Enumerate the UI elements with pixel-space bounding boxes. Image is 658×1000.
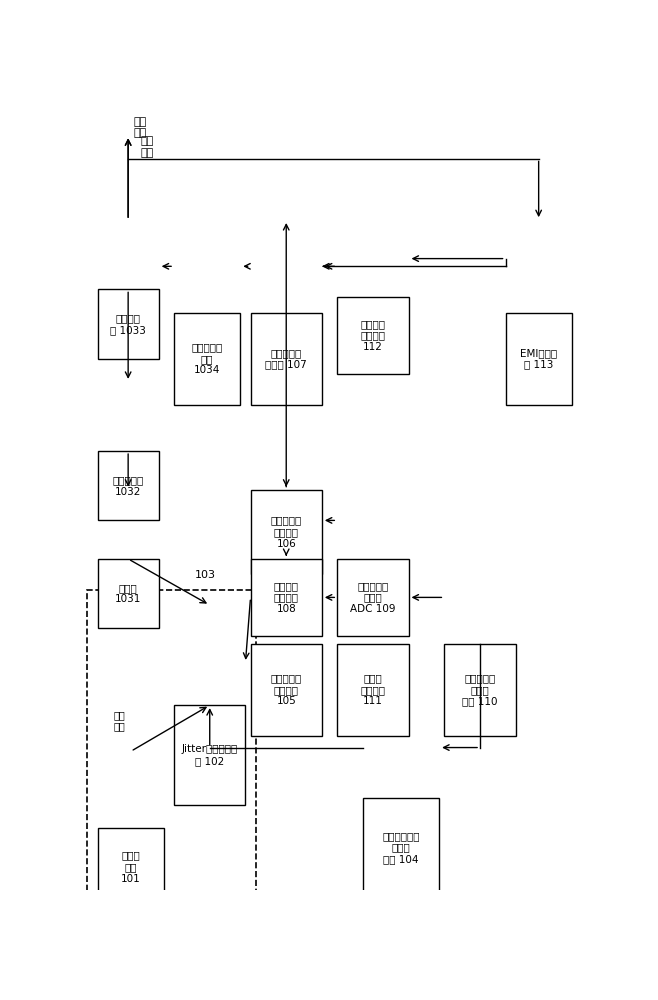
Bar [338, 297, 409, 374]
Bar [97, 559, 159, 628]
Text: 压控振荡
器 1033: 压控振荡 器 1033 [110, 313, 146, 335]
Text: EMI监控单
元 113: EMI监控单 元 113 [520, 348, 557, 369]
Text: 配置信息控
制单元 107: 配置信息控 制单元 107 [265, 348, 307, 369]
Bar [97, 828, 164, 905]
Text: Jitter时钟产生单
元 102: Jitter时钟产生单 元 102 [182, 744, 238, 766]
Text: 反馈回路分
频器
1034: 反馈回路分 频器 1034 [191, 342, 223, 375]
Bar [97, 289, 159, 359]
Text: 输出
频率: 输出 频率 [141, 136, 154, 158]
Text: 配置随机数
产生单元
106: 配置随机数 产生单元 106 [270, 515, 302, 549]
Text: 晶体振
荡器
101: 晶体振 荡器 101 [121, 850, 141, 884]
Bar [251, 644, 322, 736]
Bar [338, 644, 409, 736]
Bar [97, 451, 159, 520]
Text: 配置信息
存储单元
112: 配置信息 存储单元 112 [361, 319, 386, 352]
Bar [251, 312, 322, 405]
Text: 随机数
开关单元
111: 随机数 开关单元 111 [361, 673, 386, 706]
Text: 输出
频率: 输出 频率 [133, 117, 147, 138]
Text: 鉴相器
1031: 鉴相器 1031 [115, 583, 141, 604]
Text: 低通滤波器
1032: 低通滤波器 1032 [113, 475, 143, 497]
Text: 高精度温度
传感器
ADC 109: 高精度温度 传感器 ADC 109 [350, 581, 395, 614]
Text: 随机种子
产生单元
108: 随机种子 产生单元 108 [274, 581, 299, 614]
Bar [174, 705, 245, 805]
Text: 变化周期配
置存储
单元 110: 变化周期配 置存储 单元 110 [463, 673, 497, 706]
Bar [88, 590, 256, 982]
Bar [251, 490, 322, 574]
Text: 频率方向和范
围配置
单元 104: 频率方向和范 围配置 单元 104 [382, 831, 420, 864]
Bar [251, 559, 322, 636]
Bar [363, 798, 440, 898]
Text: 103: 103 [195, 570, 216, 580]
Text: 参考
时钟: 参考 时钟 [114, 710, 126, 731]
Bar [174, 312, 240, 405]
Bar [505, 312, 572, 405]
Bar [444, 644, 516, 736]
Bar [338, 559, 409, 636]
Text: 时钟随机数
产生单元
105: 时钟随机数 产生单元 105 [270, 673, 302, 706]
